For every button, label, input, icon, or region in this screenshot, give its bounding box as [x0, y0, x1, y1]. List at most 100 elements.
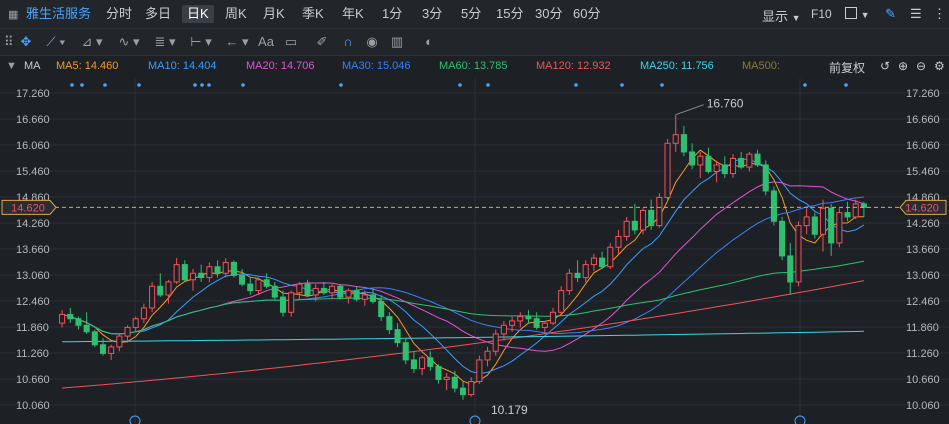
period-tab-quarterly[interactable]: 季K	[302, 6, 324, 21]
period-tab-monthly[interactable]: 月K	[263, 6, 285, 21]
period-tab-weekly[interactable]: 周K	[225, 6, 247, 21]
y-tick-label-left: 16.660	[16, 114, 50, 126]
candle-up	[361, 294, 368, 300]
settings-gear-icon[interactable]: ⚙	[934, 59, 945, 73]
period-tab-60min[interactable]: 60分	[573, 6, 601, 21]
y-tick-label-left: 17.260	[16, 88, 50, 100]
period-tab-30min[interactable]: 30分	[535, 6, 563, 21]
fib-tool-icon[interactable]: ≣ ▾	[154, 34, 176, 49]
y-tick-label-right: 13.660	[906, 244, 940, 256]
line-tool-icon[interactable]: ⟋ ▾	[46, 34, 66, 49]
high-leader-line	[675, 104, 704, 116]
candle-down	[369, 294, 377, 302]
y-tick-label-right: 13.060	[906, 270, 940, 282]
candle-up	[819, 207, 827, 235]
candle-down	[394, 329, 401, 344]
crosshair-icon[interactable]: ✥	[20, 34, 32, 49]
toggle-icon[interactable]: ◐	[425, 34, 433, 49]
candle-up	[500, 324, 507, 335]
period-tab-1min[interactable]: 1分	[382, 6, 403, 21]
candle-down	[631, 220, 638, 231]
arrow-tool-icon[interactable]: ← ▾	[225, 34, 249, 49]
period-tab-yearly[interactable]: 年K	[342, 6, 364, 21]
adjust-menu[interactable]: 前复权	[829, 61, 866, 75]
legend-ma60: MA60: 13.785	[439, 60, 508, 72]
event-dot	[660, 83, 664, 87]
candle-up	[59, 313, 66, 324]
candle-down	[828, 207, 835, 244]
ma60-line	[61, 260, 864, 335]
draw-pen-icon[interactable]: ✎	[885, 6, 896, 21]
dividend-marker-icon	[794, 415, 806, 424]
candle-up	[729, 157, 737, 175]
candle-down	[247, 283, 254, 292]
candle-down	[304, 283, 311, 296]
pen-icon[interactable]: ✐	[316, 34, 328, 49]
candle-down	[779, 220, 786, 257]
candle-up	[672, 134, 679, 144]
y-tick-label-right: 16.660	[906, 114, 940, 126]
period-tab-15min[interactable]: 15分	[496, 6, 524, 21]
candle-up	[222, 261, 229, 274]
candle-up	[795, 225, 802, 283]
candle-up	[549, 311, 557, 324]
zoom-out-icon[interactable]: ⊖	[916, 59, 927, 73]
y-tick-label-right: 15.460	[906, 166, 940, 178]
candle-down	[599, 257, 606, 268]
candle-down	[459, 387, 467, 396]
menu-grid-icon[interactable]: ▦	[8, 9, 19, 21]
layout-menu[interactable]: ▼	[845, 6, 870, 21]
candle-down	[157, 285, 164, 296]
display-menu[interactable]: 显示 ▼	[762, 6, 801, 25]
period-tab-fenshi[interactable]: 分时	[106, 6, 133, 21]
current-price-left: 14.620	[11, 202, 45, 214]
legend-ma500: MA500:	[742, 60, 780, 72]
period-tab-3min[interactable]: 3分	[422, 6, 443, 21]
candle-up	[116, 335, 123, 348]
candle-up	[312, 287, 319, 296]
candle-down	[83, 324, 90, 333]
settings-icon[interactable]: ☰	[910, 6, 922, 21]
candle-up	[697, 155, 704, 166]
legend-ma250: MA250: 11.756	[640, 60, 714, 72]
candle-up	[582, 264, 589, 279]
ma-label[interactable]: MA	[24, 60, 41, 72]
range-tool-icon[interactable]: ⊢ ▾	[190, 34, 212, 49]
legend-ma120: MA120: 12.932	[536, 60, 611, 72]
dividend-marker-icon	[129, 415, 141, 424]
candle-up	[615, 235, 622, 248]
candle-down	[378, 300, 385, 318]
more-icon[interactable]: ⋮	[933, 6, 946, 21]
y-tick-label-left: 12.460	[16, 296, 50, 308]
stock-name[interactable]: 雅生活服务	[26, 6, 92, 21]
candle-up	[623, 220, 630, 237]
y-tick-label-right: 12.460	[906, 296, 940, 308]
zoom-in-icon[interactable]: ⊕	[898, 59, 909, 73]
candle-down	[67, 313, 74, 320]
candle-down	[721, 164, 728, 175]
kline-chart[interactable]: 17.26016.66016.06015.46014.86014.26013.6…	[0, 78, 949, 424]
current-price-tag-right	[899, 199, 947, 215]
wave-tool-icon[interactable]: ∿ ▾	[118, 34, 140, 49]
period-tab-multiday[interactable]: 多日	[145, 6, 172, 21]
eye-icon[interactable]: ◉	[366, 34, 378, 49]
candle-down	[427, 357, 434, 367]
candle-down	[705, 155, 712, 172]
event-dot	[486, 83, 490, 87]
y-axis-right: 17.26016.66016.06015.46014.86014.26013.6…	[906, 88, 940, 412]
period-tab-daily[interactable]: 日K	[182, 5, 214, 23]
note-tool-icon[interactable]: ▭	[284, 34, 298, 49]
magnet-icon[interactable]: ∩	[343, 34, 353, 49]
collapse-icon[interactable]: ▼	[6, 60, 17, 72]
undo-icon[interactable]: ↺	[880, 59, 891, 73]
candle-up	[108, 346, 115, 354]
candle-down	[263, 279, 270, 287]
trash-icon[interactable]: ▥	[390, 34, 404, 49]
channel-tool-icon[interactable]: ⊿ ▾	[81, 34, 103, 49]
candle-up	[803, 216, 810, 227]
f10-button[interactable]: F10	[811, 7, 832, 21]
event-dot	[207, 83, 211, 87]
period-tab-5min[interactable]: 5分	[461, 6, 482, 21]
text-tool-icon[interactable]: Aa	[258, 34, 274, 49]
candle-down	[214, 266, 221, 274]
